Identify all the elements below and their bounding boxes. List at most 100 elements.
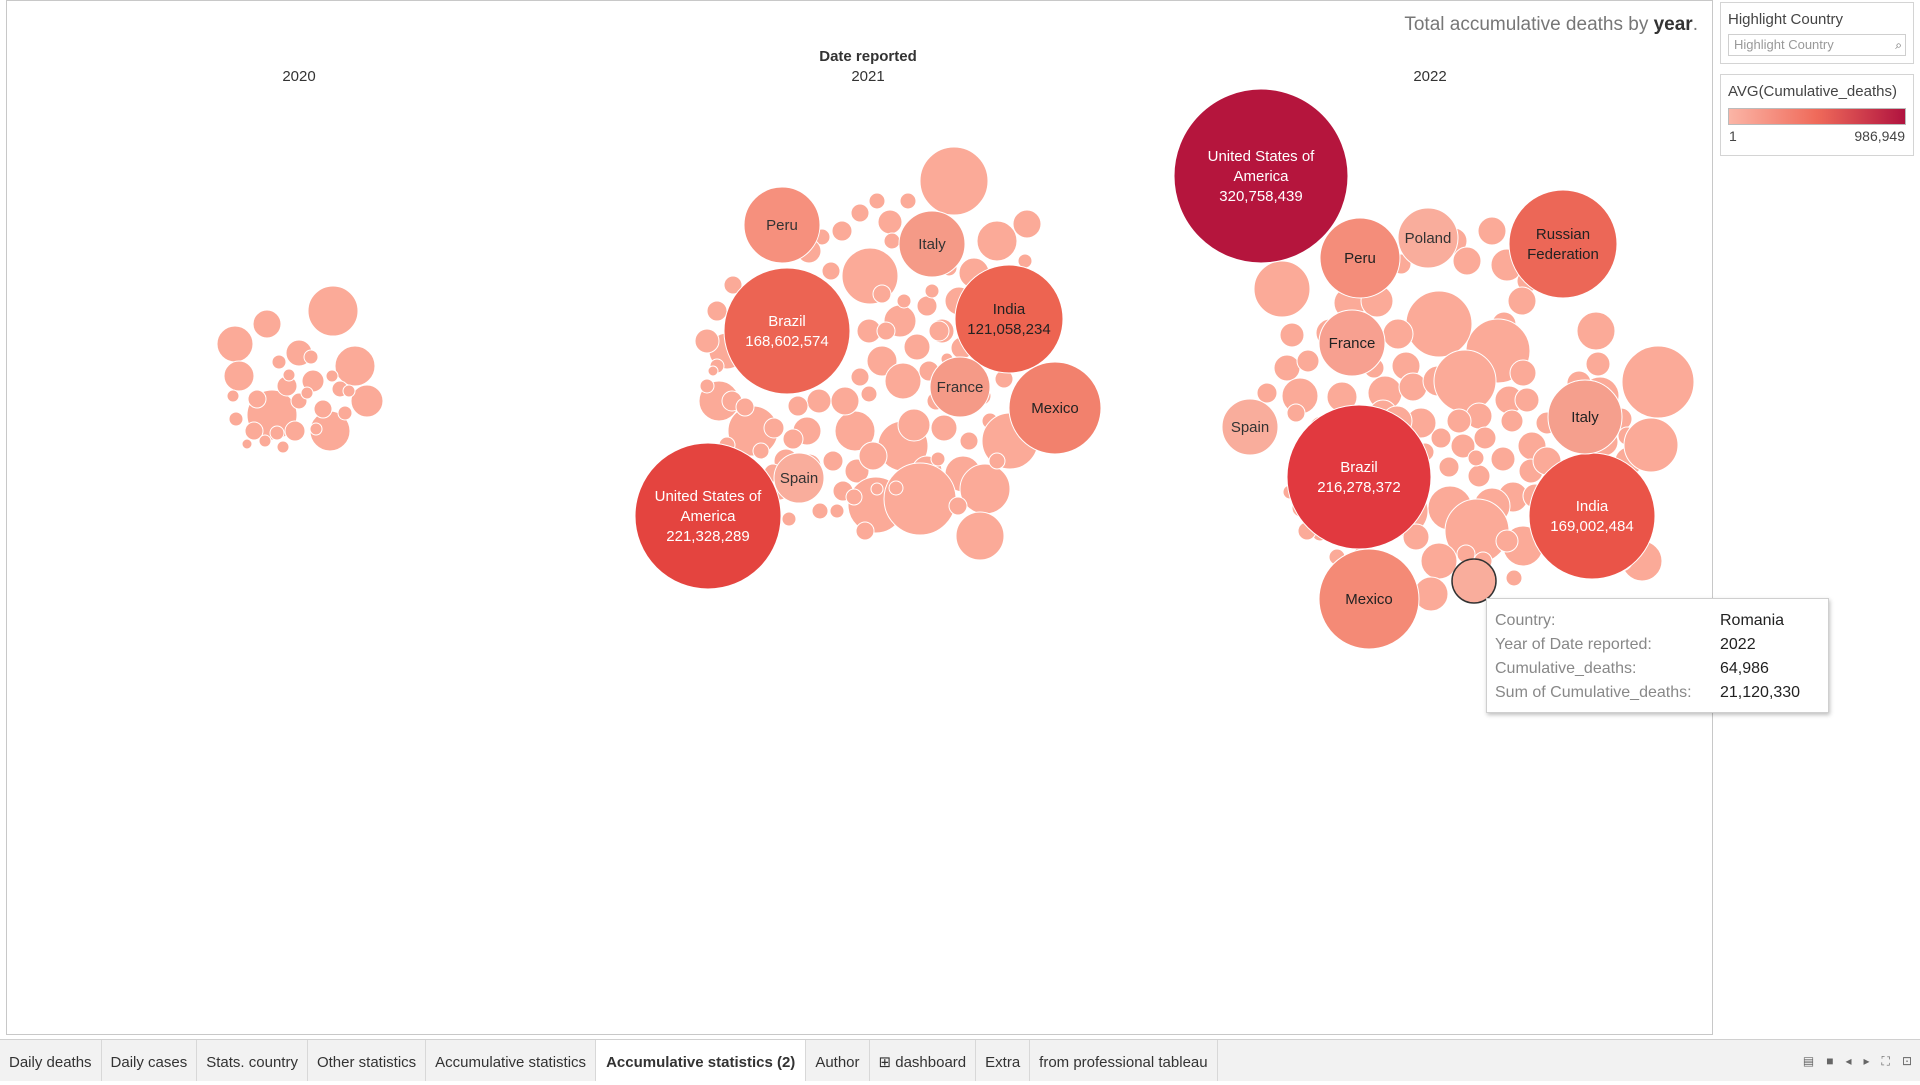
country-bubble[interactable] [1621,345,1695,419]
country-bubble[interactable] [1514,387,1540,413]
country-bubble-india[interactable] [954,264,1064,374]
country-bubble[interactable] [350,384,384,418]
country-bubble[interactable] [868,192,886,210]
country-bubble-india[interactable] [1528,452,1656,580]
country-bubble[interactable] [337,405,353,421]
country-bubble[interactable] [955,511,1005,561]
country-bubble[interactable] [903,333,931,361]
country-bubble[interactable] [1405,290,1473,358]
country-bubble[interactable] [845,488,863,506]
sheet-view-icon[interactable]: ■ [1826,1054,1834,1068]
column-header-2021[interactable]: 2021 [851,68,885,85]
search-icon[interactable]: ⌕ [1895,38,1902,52]
country-bubble[interactable] [876,321,896,341]
sheet-tab[interactable]: Daily cases [102,1040,198,1081]
country-bubble[interactable] [707,365,719,377]
country-bubble[interactable] [271,354,287,370]
country-bubble[interactable] [241,438,253,450]
country-bubble[interactable] [1398,372,1428,402]
country-bubble[interactable] [244,421,264,441]
present-icon[interactable]: ⊡ [1901,1054,1912,1068]
country-bubble[interactable] [1256,382,1278,404]
country-bubble[interactable] [988,452,1006,470]
country-bubble[interactable] [829,503,845,519]
country-bubble[interactable] [325,369,339,383]
country-bubble[interactable] [1495,529,1519,553]
country-bubble[interactable] [216,325,254,363]
country-bubble[interactable] [822,450,844,472]
country-bubble[interactable] [1467,464,1491,488]
country-bubble-brazil[interactable] [1286,404,1432,550]
country-bubble[interactable] [1576,311,1616,351]
country-bubble[interactable] [1446,408,1472,434]
prev-sheet-icon[interactable]: ◂ [1845,1054,1852,1068]
country-bubble[interactable] [872,284,892,304]
country-bubble[interactable] [226,389,240,403]
country-bubble[interactable] [1430,427,1452,449]
country-bubble[interactable] [228,411,244,427]
country-bubble-italy[interactable] [898,210,966,278]
country-bubble-united-states-of-america[interactable] [634,442,782,590]
country-bubble[interactable] [1296,349,1320,373]
column-header-2020[interactable]: 2020 [282,68,316,85]
country-bubble[interactable] [1382,318,1414,350]
country-bubble[interactable] [1490,446,1516,472]
country-bubble-peru[interactable] [1319,217,1401,299]
country-bubble[interactable] [850,367,870,387]
country-bubble[interactable] [252,309,282,339]
country-bubble[interactable] [699,378,715,394]
country-bubble[interactable] [334,345,376,387]
sheet-tab[interactable]: from professional tableau [1030,1040,1218,1081]
country-bubble[interactable] [269,425,285,441]
country-bubble[interactable] [896,293,912,309]
country-bubble[interactable] [821,261,841,281]
country-bubble[interactable] [959,431,979,451]
country-bubble-brazil[interactable] [723,267,851,395]
country-bubble[interactable] [1253,260,1311,318]
country-bubble[interactable] [1507,286,1537,316]
country-bubble[interactable] [883,462,957,536]
country-bubble-mexico[interactable] [1318,548,1420,650]
country-bubble[interactable] [313,399,333,419]
country-bubble[interactable] [1402,523,1430,551]
country-bubble[interactable] [1585,351,1611,377]
country-bubble[interactable] [924,283,940,299]
country-bubble-romania[interactable] [1451,558,1497,604]
country-bubble[interactable] [1012,209,1042,239]
country-bubble[interactable] [1273,354,1301,382]
country-bubble[interactable] [307,285,359,337]
country-bubble-spain[interactable] [773,452,825,504]
country-bubble-united-states-of-america[interactable] [1173,88,1349,264]
sheet-tab[interactable]: Accumulative statistics [426,1040,597,1081]
sheet-tab[interactable]: Stats. country [197,1040,308,1081]
country-bubble[interactable] [300,386,314,400]
grid-view-icon[interactable]: ▤ [1802,1054,1815,1068]
viz-canvas[interactable]: United States of America 221,328,289 Brazil… [6,0,1713,1035]
country-bubble[interactable] [247,389,267,409]
country-bubble[interactable] [276,440,290,454]
sheet-tab[interactable]: Accumulative statistics (2) [596,1040,807,1081]
country-bubble-italy[interactable] [1547,379,1623,455]
country-bubble[interactable] [976,220,1018,262]
country-bubble[interactable] [897,408,931,442]
country-bubble[interactable] [884,362,922,400]
country-bubble[interactable] [1505,569,1523,587]
country-bubble[interactable] [831,220,853,242]
country-bubble[interactable] [1420,542,1458,580]
country-bubble[interactable] [883,232,901,250]
country-bubble[interactable] [930,414,958,442]
country-bubble-mexico[interactable] [1008,361,1102,455]
sheet-tab[interactable]: ⊞ dashboard [870,1040,977,1081]
country-bubble-france[interactable] [1318,309,1386,377]
sheet-tab[interactable]: Author [806,1040,870,1081]
column-header-2022[interactable]: 2022 [1413,68,1447,85]
country-bubble[interactable] [1450,433,1476,459]
fullscreen-icon[interactable]: ⛶ [1881,1054,1890,1068]
country-bubble[interactable] [223,360,255,392]
country-bubble[interactable] [899,192,917,210]
country-bubble[interactable] [1438,456,1460,478]
sheet-tab[interactable]: Extra [976,1040,1031,1081]
country-bubble-peru[interactable] [743,186,821,264]
country-bubble[interactable] [781,511,797,527]
country-bubble[interactable] [830,386,860,416]
